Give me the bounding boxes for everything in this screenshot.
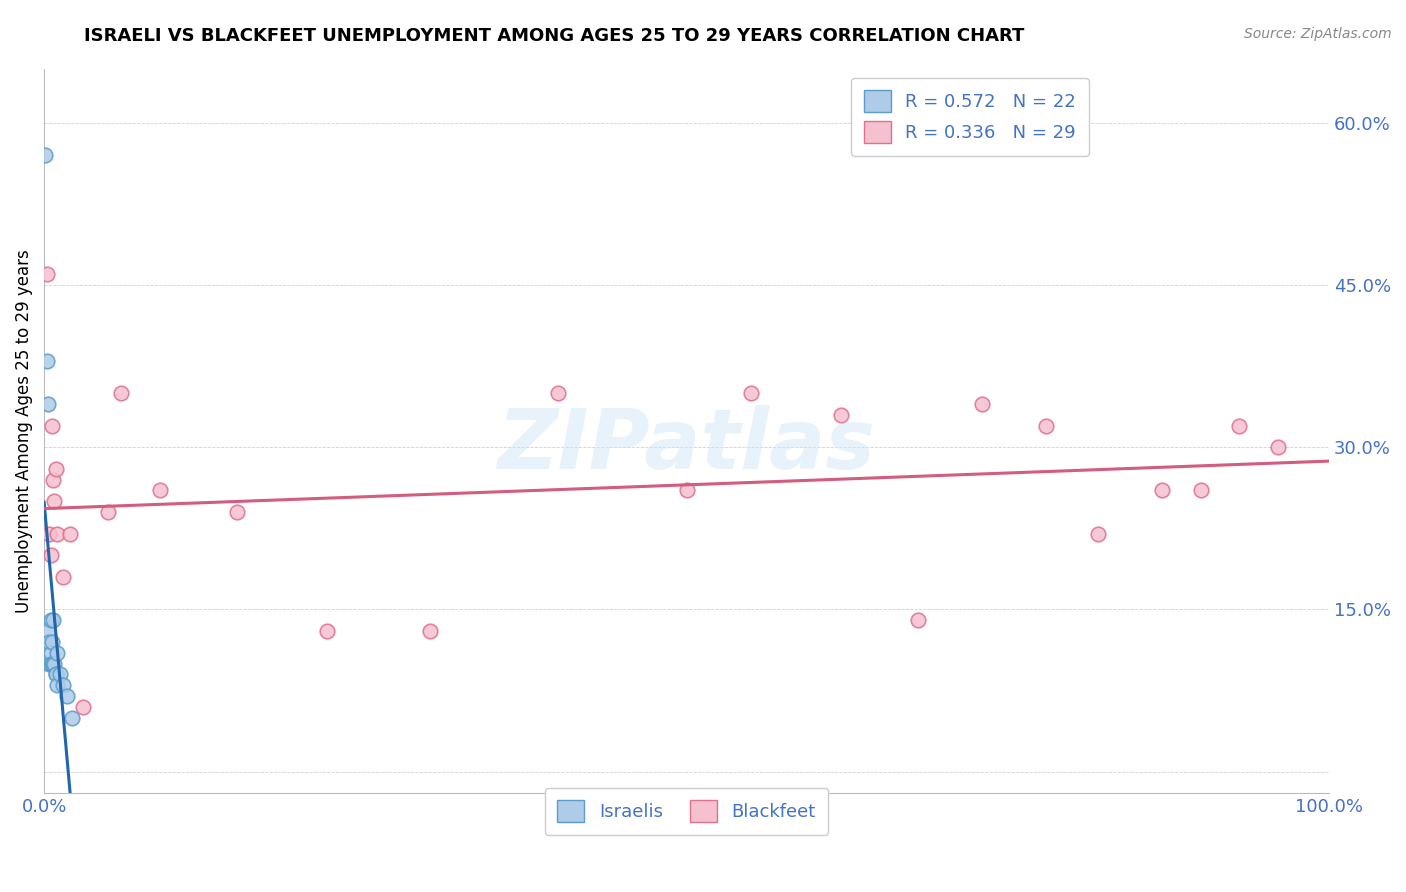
Point bbox=[46, 646, 69, 660]
Point bbox=[1267, 440, 1289, 454]
Point bbox=[675, 483, 697, 498]
Point bbox=[97, 505, 120, 519]
Point bbox=[38, 657, 60, 671]
Point bbox=[72, 699, 94, 714]
Legend: Israelis, Blackfeet: Israelis, Blackfeet bbox=[544, 788, 828, 835]
Point bbox=[46, 678, 69, 692]
Point bbox=[34, 148, 56, 162]
Point bbox=[35, 353, 58, 368]
Point bbox=[60, 711, 83, 725]
Point bbox=[39, 613, 62, 627]
Point bbox=[37, 397, 59, 411]
Point bbox=[38, 526, 60, 541]
Point bbox=[1035, 418, 1057, 433]
Point bbox=[1227, 418, 1250, 433]
Y-axis label: Unemployment Among Ages 25 to 29 years: Unemployment Among Ages 25 to 29 years bbox=[15, 249, 32, 613]
Point bbox=[1087, 526, 1109, 541]
Point bbox=[225, 505, 247, 519]
Point bbox=[42, 613, 65, 627]
Point bbox=[42, 657, 65, 671]
Point bbox=[1189, 483, 1212, 498]
Point bbox=[44, 494, 66, 508]
Point bbox=[45, 667, 67, 681]
Point bbox=[52, 570, 75, 584]
Point bbox=[45, 667, 67, 681]
Point bbox=[39, 549, 62, 563]
Point bbox=[44, 657, 66, 671]
Point bbox=[110, 386, 132, 401]
Point bbox=[41, 657, 63, 671]
Point bbox=[830, 408, 852, 422]
Point bbox=[48, 667, 70, 681]
Point bbox=[149, 483, 172, 498]
Point bbox=[37, 624, 59, 638]
Point bbox=[39, 646, 62, 660]
Point bbox=[419, 624, 441, 638]
Point bbox=[56, 689, 79, 703]
Point bbox=[38, 635, 60, 649]
Text: ZIPatlas: ZIPatlas bbox=[498, 405, 876, 486]
Point bbox=[740, 386, 762, 401]
Point bbox=[52, 678, 75, 692]
Point bbox=[1150, 483, 1173, 498]
Point bbox=[46, 526, 69, 541]
Point bbox=[907, 613, 929, 627]
Point bbox=[39, 657, 62, 671]
Point bbox=[35, 267, 58, 281]
Point bbox=[42, 473, 65, 487]
Point bbox=[59, 526, 82, 541]
Point bbox=[41, 635, 63, 649]
Point bbox=[41, 418, 63, 433]
Text: ISRAELI VS BLACKFEET UNEMPLOYMENT AMONG AGES 25 TO 29 YEARS CORRELATION CHART: ISRAELI VS BLACKFEET UNEMPLOYMENT AMONG … bbox=[84, 27, 1025, 45]
Text: Source: ZipAtlas.com: Source: ZipAtlas.com bbox=[1244, 27, 1392, 41]
Point bbox=[970, 397, 993, 411]
Point bbox=[45, 462, 67, 476]
Point bbox=[315, 624, 337, 638]
Point bbox=[547, 386, 569, 401]
